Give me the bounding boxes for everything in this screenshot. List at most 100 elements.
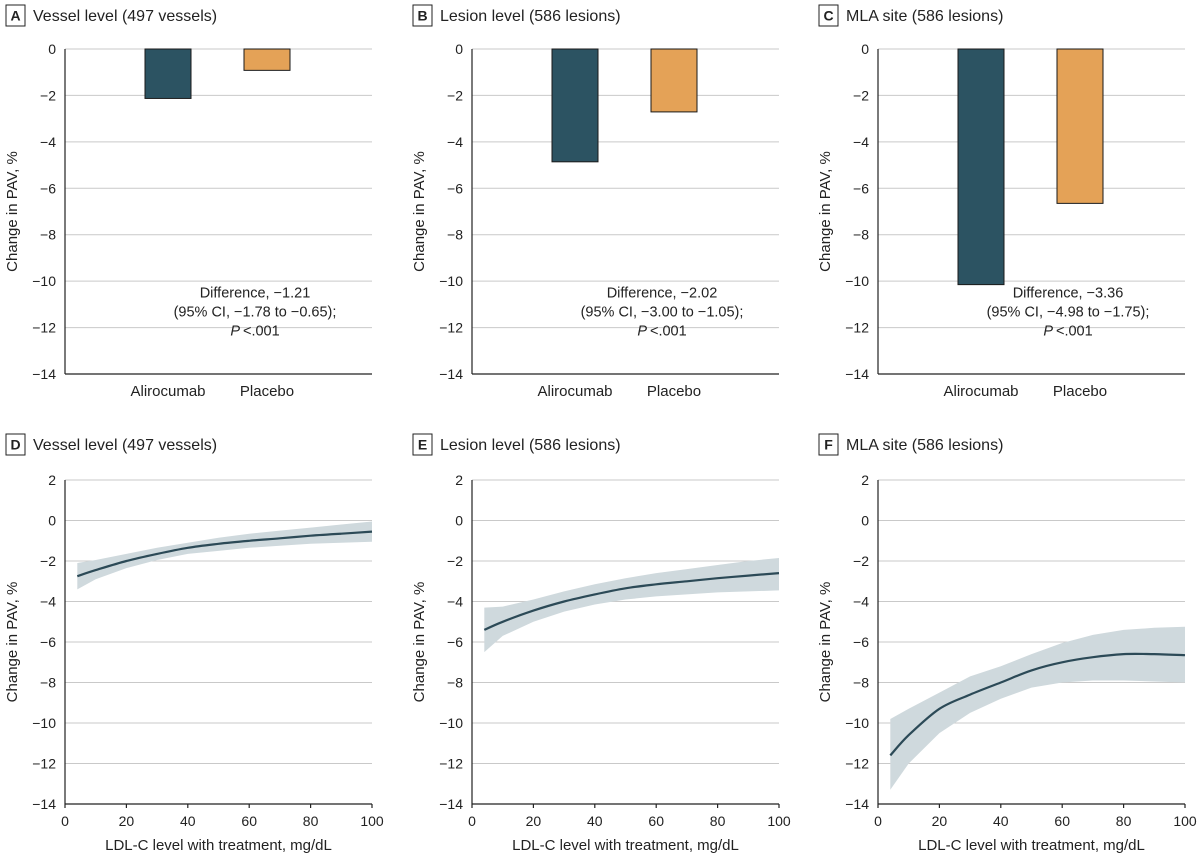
y-tick-label: 2 [48, 472, 56, 488]
y-tick-label: −8 [40, 675, 56, 691]
y-tick-label: −2 [40, 87, 56, 103]
y-tick-label: −4 [853, 594, 869, 610]
trend-line [889, 652, 1186, 757]
y-tick-label: −6 [447, 180, 463, 196]
y-tick-label: −2 [447, 87, 463, 103]
p-label: P [230, 323, 240, 339]
confidence-band [484, 558, 779, 653]
y-tick-label: 2 [861, 472, 869, 488]
difference-annotation: Difference, −1.21 (95% CI, −1.78 to −0.65… [174, 285, 337, 339]
panel-title: Lesion level (586 lesions) [440, 8, 621, 25]
annotation-ci: (95% CI, −1.78 to −0.65); [174, 304, 337, 320]
y-tick-label: −14 [439, 796, 463, 812]
category-label: Alirocumab [943, 383, 1018, 400]
y-tick-label: −14 [32, 366, 56, 382]
panel-letter: E [418, 437, 427, 453]
p-value: <.001 [650, 323, 687, 339]
y-tick-label: 0 [861, 41, 869, 57]
category-label: Alirocumab [537, 383, 612, 400]
trend-line [76, 530, 373, 578]
annotation-p: P <.001 [230, 323, 279, 339]
annotation-p: P <.001 [637, 323, 686, 339]
y-tick-label: −6 [853, 180, 869, 196]
y-tick-label: −2 [853, 553, 869, 569]
x-tick-label: 20 [932, 813, 948, 829]
confidence-band [77, 521, 373, 590]
panel-title: Vessel level (497 vessels) [33, 437, 217, 454]
y-tick-label: −2 [40, 553, 56, 569]
y-tick-label: −2 [447, 553, 463, 569]
y-tick-label: −12 [845, 320, 869, 336]
y-tick-label: −4 [40, 594, 56, 610]
annotation-difference: Difference, −3.36 [1013, 285, 1124, 301]
bar-placebo [650, 48, 698, 113]
category-label: Placebo [240, 383, 294, 400]
p-value: <.001 [243, 323, 280, 339]
y-tick-label: −10 [439, 273, 463, 289]
x-tick-label: 100 [767, 813, 791, 829]
trend-line [483, 572, 780, 631]
y-tick-label: 2 [455, 472, 463, 488]
x-tick-label: 40 [993, 813, 1009, 829]
y-tick-label: −2 [853, 87, 869, 103]
y-axis-label: Change in PAV, % [4, 151, 21, 272]
y-tick-label: −10 [32, 715, 56, 731]
x-tick-label: 60 [1054, 813, 1070, 829]
x-tick-label: 0 [61, 813, 69, 829]
y-axis-label: Change in PAV, % [411, 582, 428, 703]
x-axis-label: LDL-C level with treatment, mg/dL [105, 837, 332, 854]
panel-letter: C [823, 8, 833, 24]
x-tick-label: 0 [874, 813, 882, 829]
y-tick-label: −12 [439, 320, 463, 336]
y-tick-label: −12 [32, 320, 56, 336]
annotation-difference: Difference, −2.02 [607, 285, 718, 301]
category-label: Placebo [1053, 383, 1107, 400]
bar-placebo [243, 48, 291, 71]
y-tick-label: −8 [447, 227, 463, 243]
y-tick-label: 0 [455, 513, 463, 529]
bar-alirocumab [144, 48, 192, 99]
p-label: P [1043, 323, 1053, 339]
y-tick-label: 0 [455, 41, 463, 57]
y-tick-label: −14 [845, 796, 869, 812]
y-tick-label: 0 [861, 513, 869, 529]
panel-letter-box [5, 433, 26, 456]
panel-letter: F [824, 437, 833, 453]
y-tick-label: −14 [845, 366, 869, 382]
x-tick-label: 80 [1116, 813, 1132, 829]
panel-title: MLA site (586 lesions) [846, 8, 1003, 25]
annotation-p: P <.001 [1043, 323, 1092, 339]
panel-b: B Lesion level (586 lesions) 0 −2 −4 −6 −8 −10 −… [411, 4, 779, 400]
panel-letter: A [10, 8, 20, 24]
panel-e: E Lesion level (586 lesions)20−2−4−6−8−10… [411, 433, 791, 854]
x-tick-label: 80 [710, 813, 726, 829]
y-axis-label: Change in PAV, % [4, 582, 21, 703]
x-tick-label: 80 [303, 813, 319, 829]
panel-letter-box [412, 433, 433, 456]
y-tick-label: −6 [40, 634, 56, 650]
x-tick-label: 60 [241, 813, 257, 829]
difference-annotation: Difference, −2.02 (95% CI, −3.00 to −1.05… [581, 285, 744, 339]
category-label: Alirocumab [130, 383, 205, 400]
panel-letter-box [818, 4, 839, 27]
p-label: P [637, 323, 647, 339]
annotation-ci: (95% CI, −4.98 to −1.75); [987, 304, 1150, 320]
difference-annotation: Difference, −3.36 (95% CI, −4.98 to −1.75… [987, 285, 1150, 339]
x-tick-label: 40 [587, 813, 603, 829]
y-tick-label: −8 [40, 227, 56, 243]
x-tick-label: 100 [1173, 813, 1197, 829]
p-value: <.001 [1056, 323, 1093, 339]
annotation-difference: Difference, −1.21 [200, 285, 311, 301]
y-tick-label: −4 [447, 134, 463, 150]
y-axis-label: Change in PAV, % [411, 151, 428, 272]
y-tick-label: −6 [40, 180, 56, 196]
category-label: Placebo [647, 383, 701, 400]
panel-f: F MLA site (586 lesions)20−2−4−6−8−10−12−… [817, 433, 1197, 854]
y-tick-label: 0 [48, 513, 56, 529]
panel-a: A Vessel level (497 vessels) 0 −2 −4 −6 −8 −10 −… [4, 4, 372, 400]
y-tick-label: −12 [439, 756, 463, 772]
y-tick-label: −10 [845, 273, 869, 289]
y-tick-label: −12 [845, 756, 869, 772]
panel-letter: D [10, 437, 20, 453]
